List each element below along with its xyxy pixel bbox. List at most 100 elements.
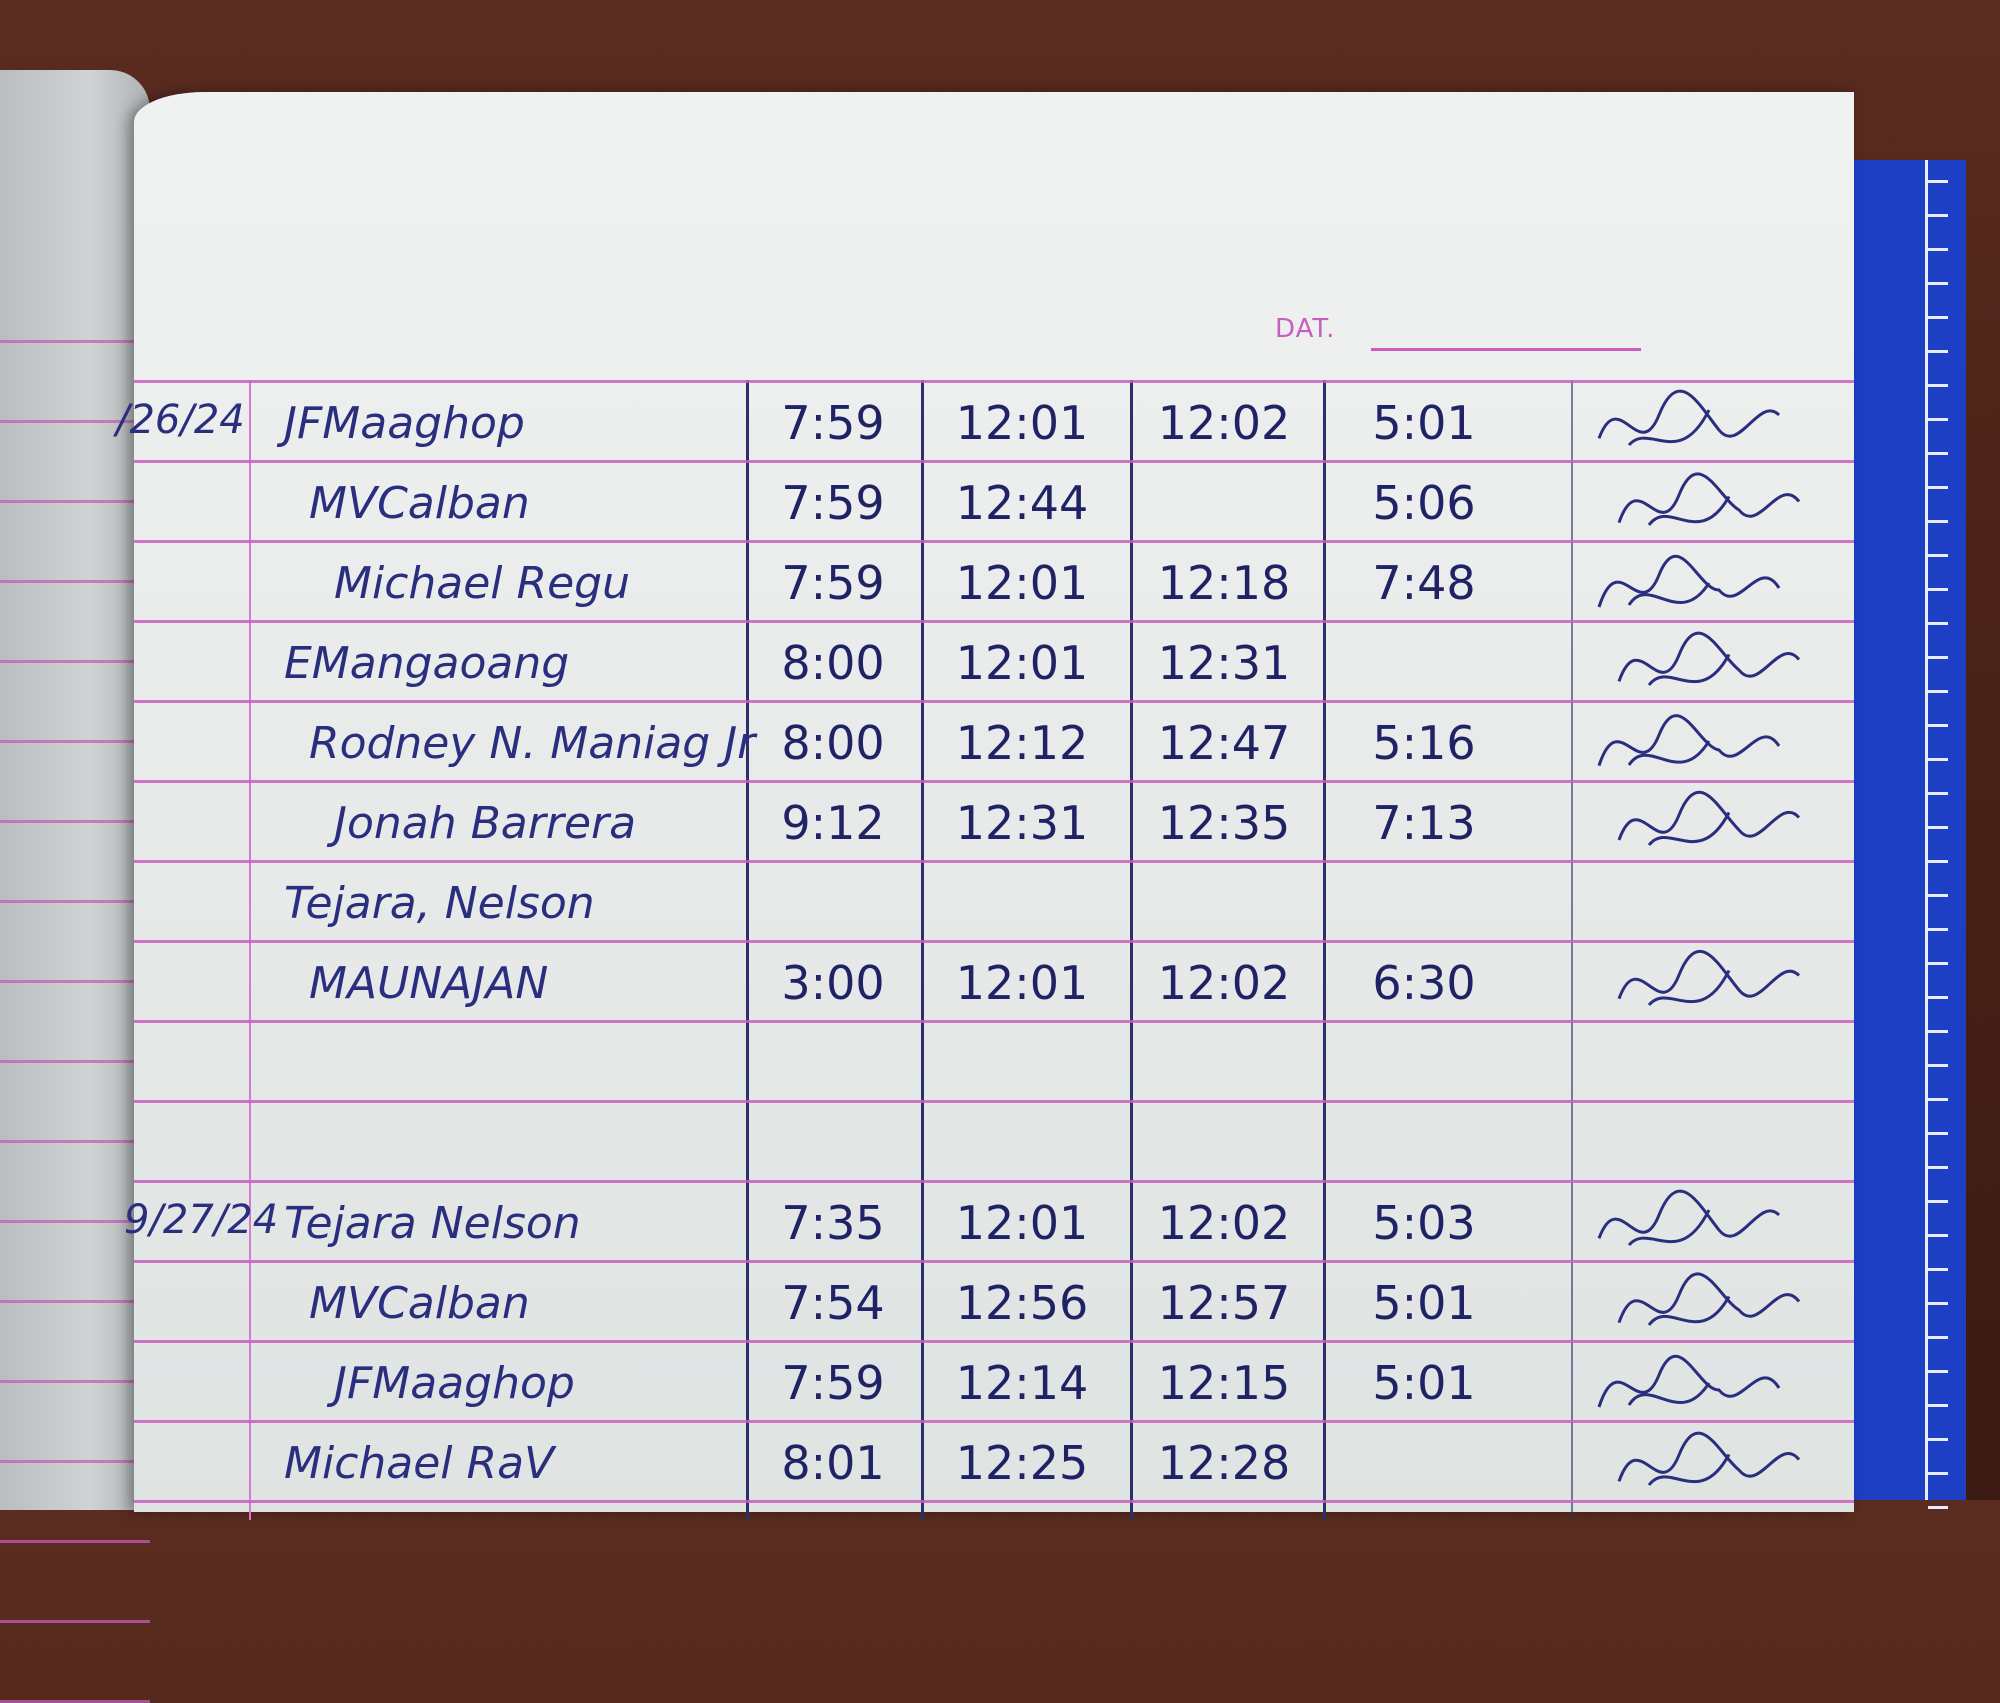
ruled-line <box>134 460 1854 463</box>
ruled-line <box>0 1540 150 1543</box>
employee-name: MVCalban <box>309 1278 530 1329</box>
date-line <box>1371 348 1641 351</box>
lunch-out-value: 12:25 <box>955 1436 1089 1490</box>
signature <box>1597 1189 1781 1247</box>
time-out-value: 5:01 <box>1372 1276 1476 1330</box>
lunch-in-value: 12:18 <box>1157 556 1291 610</box>
ruled-line <box>0 1140 150 1143</box>
signature <box>1617 1272 1801 1326</box>
cover-pattern <box>1928 1200 1948 1203</box>
column-divider-lunch-in <box>1130 380 1133 1520</box>
ruled-line <box>0 580 150 583</box>
cover-pattern <box>1928 316 1948 319</box>
employee-name: Tejara Nelson <box>284 1198 581 1249</box>
time-out-value: 5:16 <box>1372 716 1476 770</box>
cover-pattern <box>1928 1030 1948 1033</box>
ruled-line <box>0 820 150 823</box>
cover-pattern <box>1928 1234 1948 1237</box>
employee-name: MVCalban <box>309 478 530 529</box>
lunch-out-value: 12:14 <box>955 1356 1089 1410</box>
employee-name: Michael RaV <box>284 1438 555 1489</box>
ruled-line <box>0 740 150 743</box>
ruled-line <box>134 1260 1854 1263</box>
notebook-cover <box>1840 160 1966 1509</box>
cover-pattern <box>1928 214 1948 217</box>
cover-pattern <box>1928 1336 1948 1339</box>
signature <box>1617 472 1801 526</box>
lunch-out-value: 12:12 <box>955 716 1089 770</box>
ruled-line <box>134 620 1854 623</box>
margin-line <box>249 380 251 1520</box>
entry-date: 9/27/24 <box>124 1197 279 1243</box>
cover-pattern <box>1928 1472 1948 1475</box>
ruled-line <box>134 1180 1854 1183</box>
cover-rail <box>1925 160 1928 1500</box>
time-in-value: 7:35 <box>781 1196 885 1250</box>
lunch-in-value: 12:47 <box>1157 716 1291 770</box>
time-in-value: 7:59 <box>781 1356 885 1410</box>
lunch-in-value: 12:57 <box>1157 1276 1291 1330</box>
time-in-value: 7:59 <box>781 556 885 610</box>
cover-pattern <box>1928 1098 1948 1101</box>
ruled-line <box>0 660 150 663</box>
column-divider-lunch-out <box>921 380 924 1520</box>
ruled-line <box>134 1100 1854 1103</box>
cover-pattern <box>1928 588 1948 591</box>
entry-date: /26/24 <box>116 397 245 443</box>
ruled-line <box>0 340 150 343</box>
ruled-line <box>134 1020 1854 1023</box>
signature <box>1617 790 1801 847</box>
signature <box>1617 1431 1801 1486</box>
ruled-line <box>0 420 150 423</box>
signature <box>1597 1354 1781 1408</box>
cover-pattern <box>1928 486 1948 489</box>
logbook-page: DAT. /26/24 JFMaaghop 7:59 12:01 12:02 5:01 MV… <box>116 92 1854 1520</box>
cover-pattern <box>1928 350 1948 353</box>
ruled-line <box>0 500 150 503</box>
lunch-in-value: 12:02 <box>1157 956 1291 1010</box>
cover-pattern <box>1928 1438 1948 1441</box>
cover-pattern <box>1928 1506 1948 1509</box>
ruled-line <box>134 1500 1854 1503</box>
time-out-value: 5:01 <box>1372 396 1476 450</box>
column-divider-time-in <box>746 380 749 1520</box>
lunch-in-value: 12:35 <box>1157 796 1291 850</box>
cover-pattern <box>1928 1132 1948 1135</box>
ruled-line <box>134 780 1854 783</box>
ruled-line <box>134 860 1854 863</box>
cover-pattern <box>1928 384 1948 387</box>
cover-pattern <box>1928 1302 1948 1305</box>
lunch-in-value: 12:15 <box>1157 1356 1291 1410</box>
employee-name: Tejara, Nelson <box>284 878 595 929</box>
ruled-line <box>134 1340 1854 1343</box>
time-out-value: 6:30 <box>1372 956 1476 1010</box>
cover-pattern <box>1928 180 1948 183</box>
employee-name: Michael Regu <box>334 558 630 609</box>
lunch-out-value: 12:01 <box>955 956 1089 1010</box>
signature <box>1597 714 1781 767</box>
cover-pattern <box>1928 758 1948 761</box>
time-out-value: 7:13 <box>1372 796 1476 850</box>
lunch-out-value: 12:31 <box>955 796 1089 850</box>
time-out-value: 5:03 <box>1372 1196 1476 1250</box>
ruled-line <box>134 380 1854 383</box>
employee-name: Jonah Barrera <box>334 798 637 849</box>
date-label: DAT. <box>1275 314 1336 344</box>
cover-pattern <box>1928 622 1948 625</box>
lunch-out-value: 12:01 <box>955 396 1089 450</box>
cover-pattern <box>1928 860 1948 863</box>
ruled-line <box>0 1220 150 1223</box>
time-in-value: 7:54 <box>781 1276 885 1330</box>
cover-pattern <box>1928 826 1948 829</box>
cover-pattern <box>1928 248 1948 251</box>
time-out-value: 7:48 <box>1372 556 1476 610</box>
cover-pattern <box>1928 520 1948 523</box>
cover-pattern <box>1928 792 1948 795</box>
time-in-value: 9:12 <box>781 796 885 850</box>
time-in-value: 7:59 <box>781 396 885 450</box>
ruled-line <box>0 1380 150 1383</box>
column-divider-time-out <box>1323 380 1326 1520</box>
ruled-line <box>0 1620 150 1623</box>
cover-pattern <box>1928 690 1948 693</box>
cover-pattern <box>1928 282 1948 285</box>
